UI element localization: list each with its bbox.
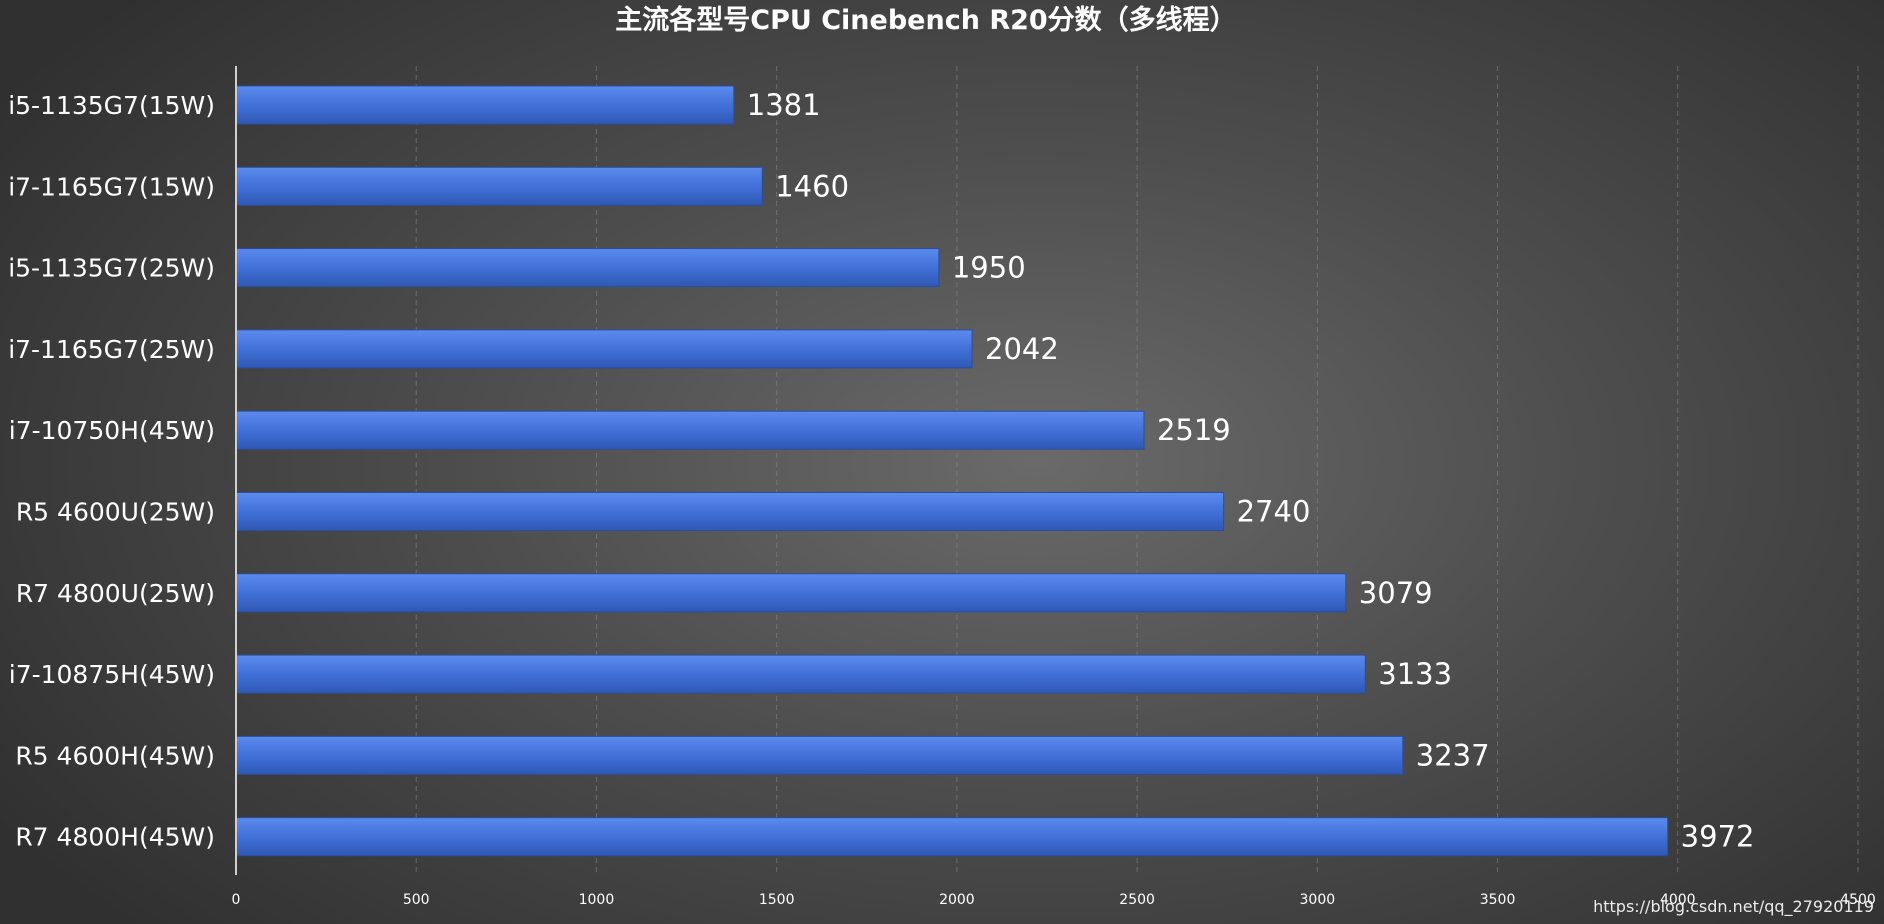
bar bbox=[235, 735, 1404, 775]
data-label: 3972 bbox=[1681, 820, 1755, 854]
data-label: 2519 bbox=[1157, 413, 1231, 447]
x-tick-label: 2000 bbox=[939, 892, 975, 908]
category-label: i5-1135G7(15W) bbox=[8, 91, 215, 120]
category-label: R5 4600H(45W) bbox=[15, 741, 215, 770]
category-labels: i5-1135G7(15W) i7-1165G7(15W) i5-1135G7(25… bbox=[8, 91, 215, 852]
x-tick-label: 3000 bbox=[1300, 892, 1336, 908]
x-tick-label: 500 bbox=[403, 892, 430, 908]
bar bbox=[235, 817, 1669, 857]
bar bbox=[235, 248, 940, 288]
x-tick-label: 1500 bbox=[759, 892, 795, 908]
bar bbox=[235, 492, 1225, 531]
x-tick-label: 4000 bbox=[1660, 892, 1696, 908]
data-label: 1460 bbox=[775, 169, 849, 203]
bar bbox=[235, 329, 973, 369]
data-label: 3079 bbox=[1359, 576, 1433, 610]
data-label: 1381 bbox=[747, 88, 821, 122]
x-tick-label: 4500 bbox=[1840, 892, 1876, 908]
x-tick-label: 2500 bbox=[1119, 892, 1155, 908]
x-tick-label: 1000 bbox=[579, 892, 615, 908]
category-label: R7 4800U(25W) bbox=[16, 579, 215, 608]
bar bbox=[235, 410, 1145, 450]
value-labels: 1381 1460 1950 2042 2519 2740 3079 3133 3237 3972 bbox=[747, 88, 1755, 854]
category-label: i5-1135G7(25W) bbox=[8, 254, 215, 283]
bar bbox=[235, 573, 1347, 613]
watermark-text: https://blog.csdn.net/qq_27920119 bbox=[1593, 897, 1874, 916]
data-label: 3133 bbox=[1378, 657, 1452, 691]
category-label: i7-1165G7(25W) bbox=[8, 335, 215, 364]
category-label: i7-10875H(45W) bbox=[9, 660, 215, 689]
category-label: i7-10750H(45W) bbox=[9, 416, 215, 445]
bars bbox=[235, 85, 1669, 857]
bar bbox=[235, 654, 1366, 694]
category-label: i7-1165G7(15W) bbox=[8, 172, 215, 201]
bar bbox=[235, 166, 763, 206]
category-label: R7 4800H(45W) bbox=[15, 823, 215, 852]
category-label: R5 4600U(25W) bbox=[16, 498, 215, 527]
x-tick-label: 0 bbox=[232, 892, 241, 908]
data-label: 2740 bbox=[1237, 495, 1311, 529]
data-label: 2042 bbox=[985, 332, 1059, 366]
data-label: 1950 bbox=[952, 251, 1026, 285]
x-axis-ticks: 0 500 1000 1500 2000 2500 3000 3500 4000 4500 bbox=[232, 892, 1876, 908]
bar bbox=[235, 85, 735, 125]
chart-title: 主流各型号CPU Cinebench R20分数（多线程） bbox=[615, 4, 1236, 36]
x-tick-label: 3500 bbox=[1480, 892, 1516, 908]
data-label: 3237 bbox=[1416, 738, 1490, 772]
